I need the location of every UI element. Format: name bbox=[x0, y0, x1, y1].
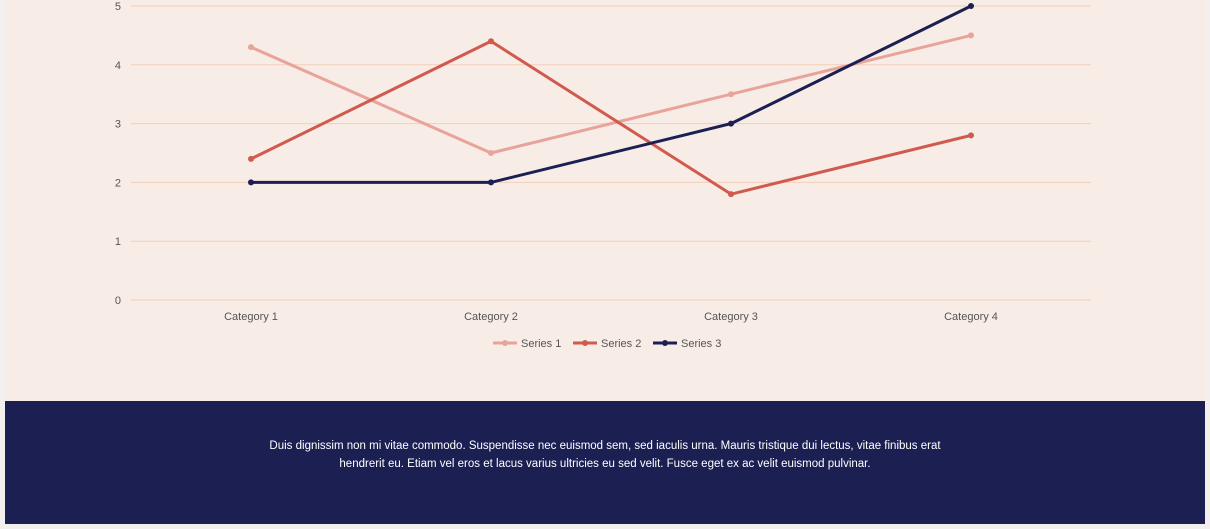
legend-swatch-marker bbox=[582, 340, 588, 346]
series-1 bbox=[248, 32, 974, 156]
chart-legend: Series 1 Series 2 Series 3 bbox=[493, 338, 721, 350]
x-tick-label: Category 3 bbox=[704, 311, 758, 323]
data-point bbox=[968, 32, 974, 39]
data-point bbox=[488, 179, 494, 186]
y-tick-label: 1 bbox=[115, 236, 121, 248]
legend-item: Series 1 bbox=[493, 338, 561, 350]
x-tick-label: Category 4 bbox=[944, 311, 998, 323]
legend-item: Series 2 bbox=[573, 338, 641, 350]
legend-swatch-marker bbox=[502, 340, 508, 346]
legend-label: Series 3 bbox=[681, 338, 721, 350]
data-point bbox=[968, 132, 974, 139]
footer-band: Duis dignissim non mi vitae commodo. Sus… bbox=[5, 401, 1205, 524]
data-point bbox=[248, 44, 254, 51]
data-point bbox=[728, 120, 734, 127]
data-point bbox=[248, 179, 254, 186]
data-point bbox=[728, 191, 734, 198]
data-point bbox=[488, 150, 494, 156]
series-lines bbox=[248, 3, 974, 198]
y-tick-label: 5 bbox=[115, 1, 121, 13]
y-tick-label: 2 bbox=[115, 177, 121, 189]
data-point bbox=[728, 91, 734, 98]
data-point bbox=[488, 38, 494, 45]
series-line bbox=[249, 4, 973, 184]
legend-item: Series 3 bbox=[653, 338, 721, 350]
series-line bbox=[249, 33, 973, 155]
y-axis-ticks: 0 1 2 3 4 5 bbox=[115, 1, 121, 307]
series-2 bbox=[248, 38, 974, 198]
y-tick-label: 4 bbox=[115, 60, 121, 72]
series-line bbox=[249, 39, 973, 196]
data-point bbox=[968, 3, 974, 9]
x-tick-label: Category 1 bbox=[224, 311, 278, 323]
x-tick-label: Category 2 bbox=[464, 311, 518, 323]
data-point bbox=[248, 155, 254, 162]
footer-text: Duis dignissim non mi vitae commodo. Sus… bbox=[269, 440, 941, 470]
legend-swatch-marker bbox=[662, 340, 668, 346]
y-tick-label: 3 bbox=[115, 119, 121, 131]
series-3 bbox=[248, 3, 974, 186]
legend-label: Series 1 bbox=[521, 338, 561, 350]
y-tick-label: 0 bbox=[115, 295, 121, 307]
x-axis-ticks: Category 1 Category 2 Category 3 Category 4 bbox=[224, 311, 998, 323]
legend-label: Series 2 bbox=[601, 338, 641, 350]
